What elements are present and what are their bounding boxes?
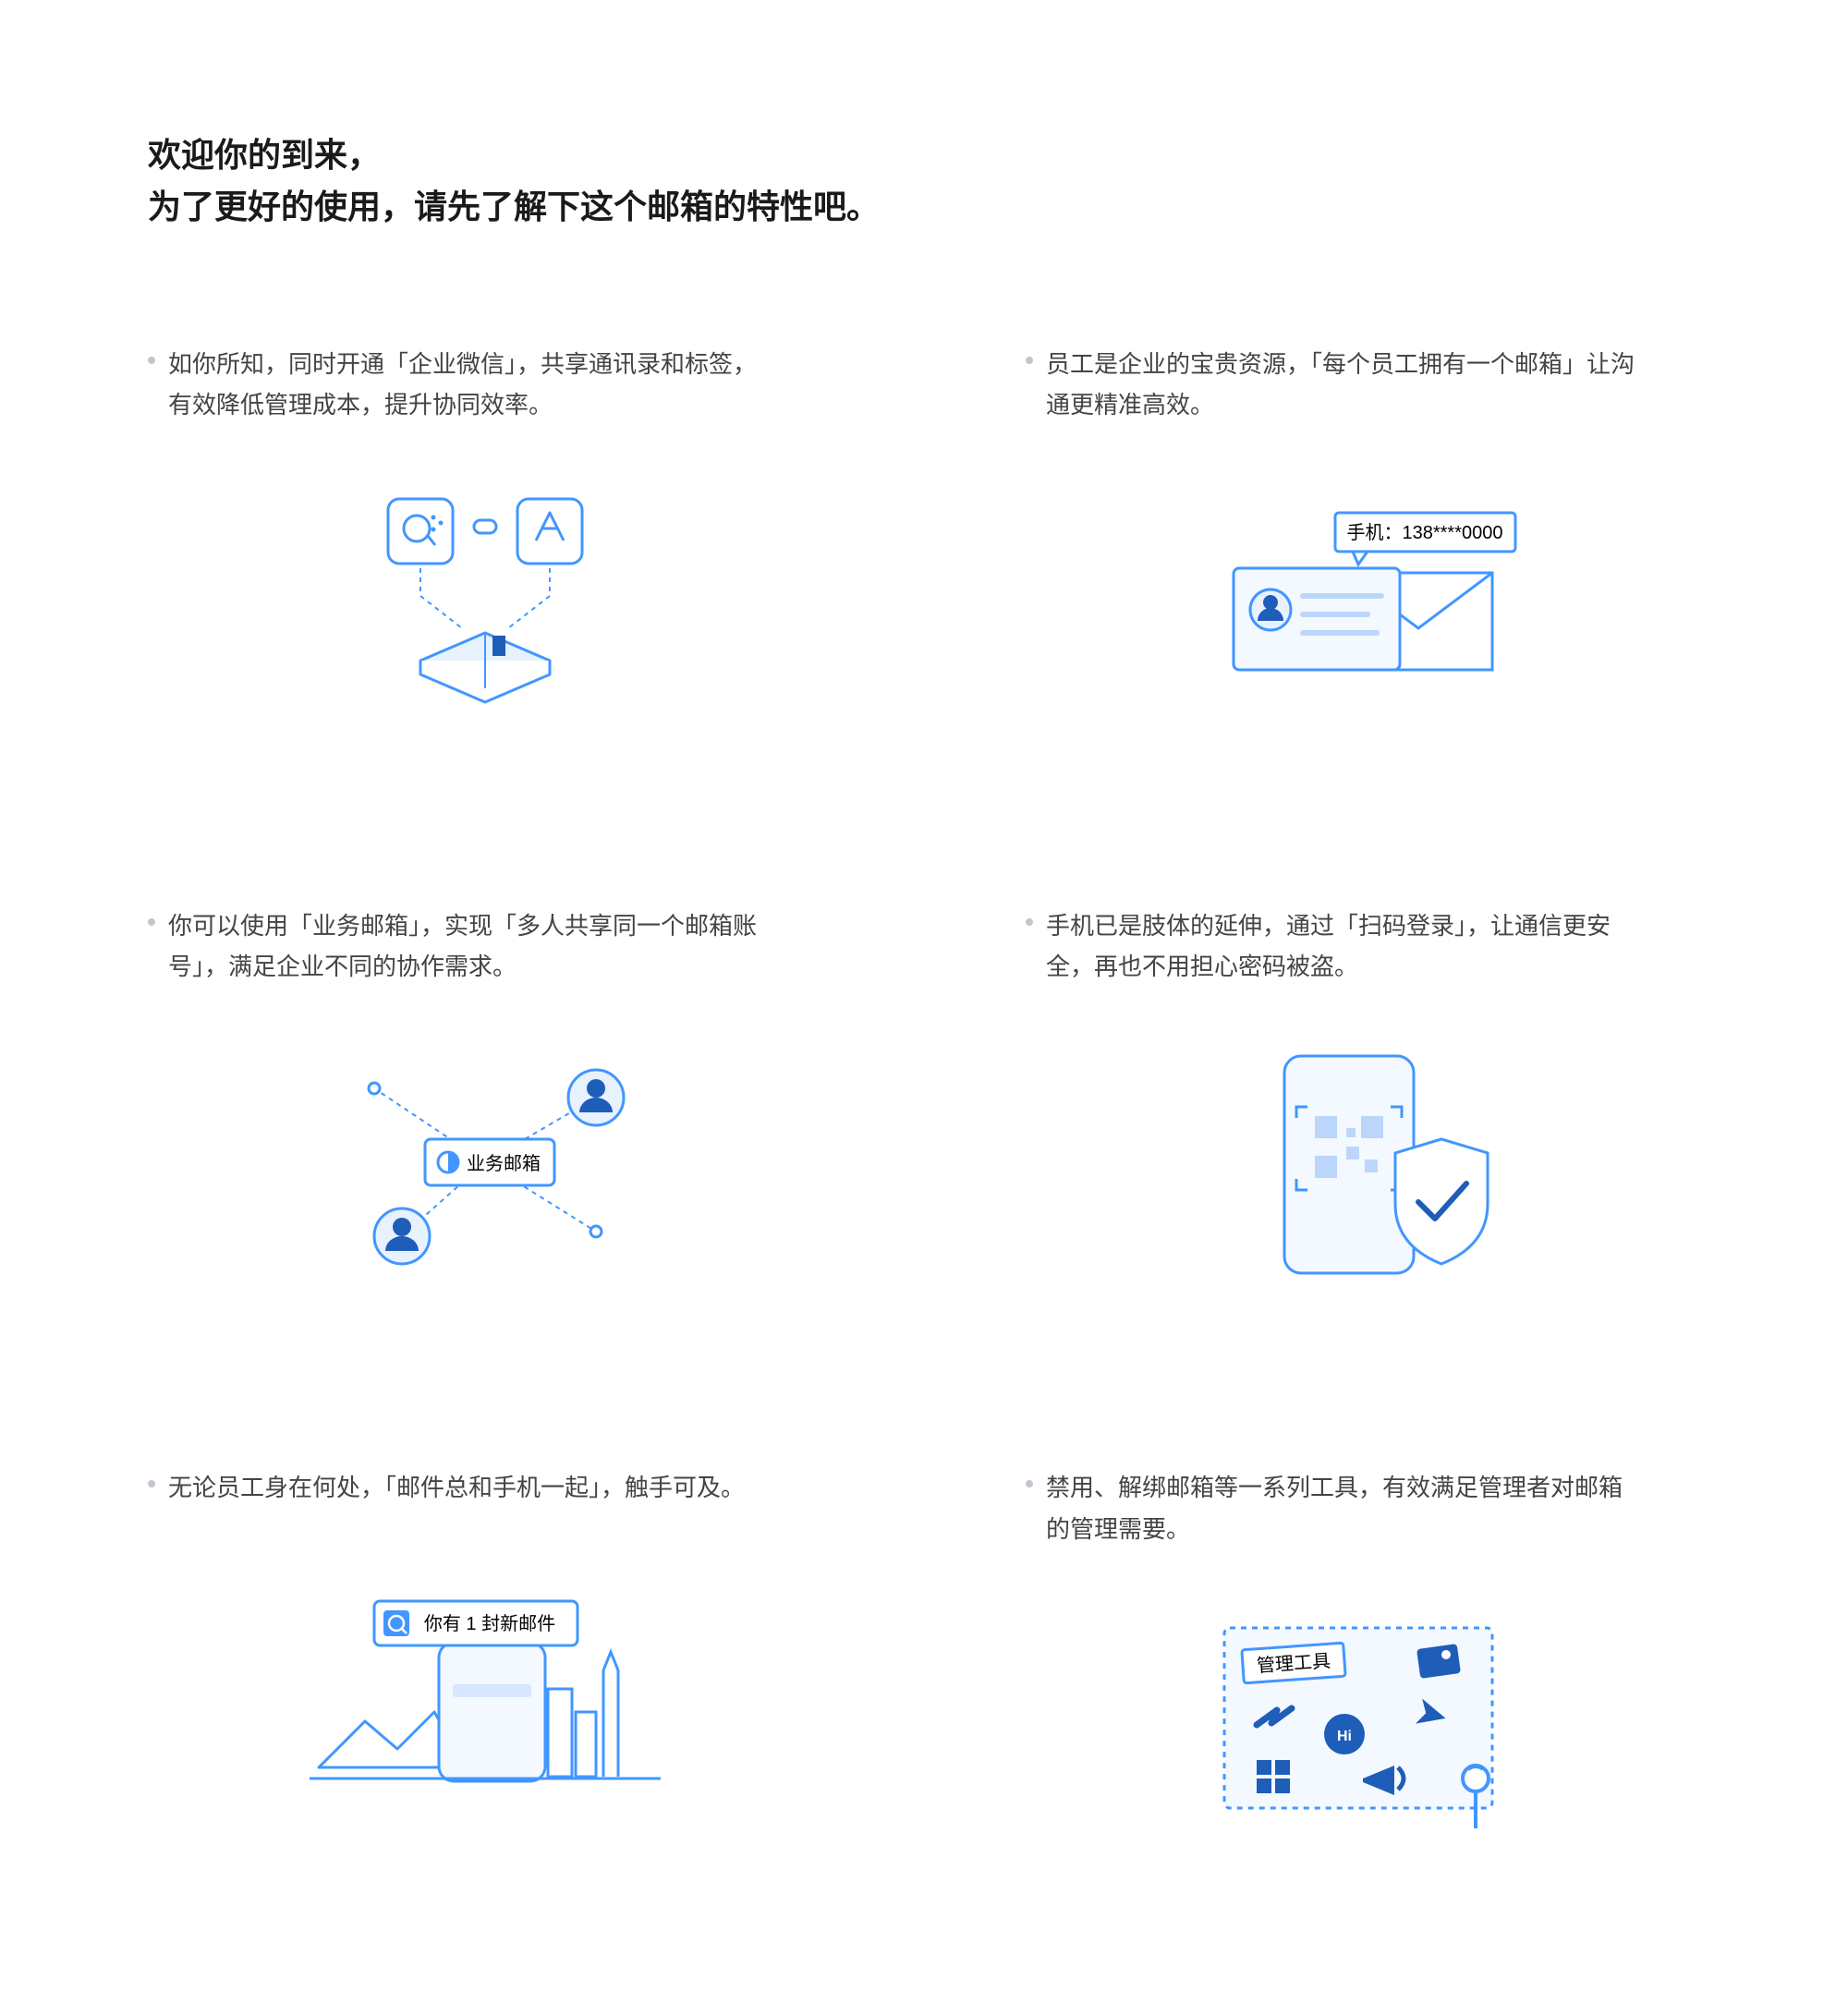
bullet-icon — [1026, 918, 1033, 926]
illus-qr-shield — [1026, 1042, 1700, 1282]
features-grid: 如你所知，同时开通「企业微信」，共享通讯录和标签，有效降低管理成本，提升协同效率… — [148, 344, 1700, 1845]
feature-desc: 员工是企业的宝贵资源，「每个员工拥有一个邮箱」让沟通更精准高效。 — [1026, 344, 1700, 425]
feature-scan-login: 手机已是肢体的延伸，通过「扫码登录」，让通信更安全，再也不用担心密码被盗。 — [1026, 905, 1700, 1282]
feature-desc: 手机已是肢体的延伸，通过「扫码登录」，让通信更安全，再也不用担心密码被盗。 — [1026, 905, 1700, 987]
feature-wecom-sync: 如你所知，同时开通「企业微信」，共享通讯录和标签，有效降低管理成本，提升协同效率… — [148, 344, 822, 721]
illus-city-notification: 你有 1 封新邮件 — [148, 1564, 822, 1804]
notification-label: 你有 1 封新邮件 — [424, 1613, 555, 1634]
illus-profile-envelope: 手机：138****0000 — [1026, 480, 1700, 721]
feature-admin-tools: 禁用、解绑邮箱等一系列工具，有效满足管理者对邮箱的管理需要。 管理工具 Hi — [1026, 1467, 1700, 1844]
feature-desc: 无论员工身在何处，「邮件总和手机一起」，触手可及。 — [148, 1467, 822, 1508]
svg-text:Hi: Hi — [1337, 1729, 1352, 1744]
feature-one-mailbox: 员工是企业的宝贵资源，「每个员工拥有一个邮箱」让沟通更精准高效。 手机：138*… — [1026, 344, 1700, 721]
feature-desc: 如你所知，同时开通「企业微信」，共享通讯录和标签，有效降低管理成本，提升协同效率… — [148, 344, 822, 425]
bullet-icon — [148, 918, 155, 926]
heading-line2: 为了更好的使用，请先了解下这个邮箱的特性吧。 — [148, 181, 1700, 233]
bullet-icon — [148, 1480, 155, 1487]
feature-text: 如你所知，同时开通「企业微信」，共享通讯录和标签，有效降低管理成本，提升协同效率… — [168, 344, 760, 425]
page-heading: 欢迎你的到来， 为了更好的使用，请先了解下这个邮箱的特性吧。 — [148, 129, 1700, 233]
feature-text: 无论员工身在何处，「邮件总和手机一起」，触手可及。 — [168, 1467, 745, 1508]
phone-label: 手机：138****0000 — [1347, 522, 1503, 543]
feature-text: 员工是企业的宝贵资源，「每个员工拥有一个邮箱」让沟通更精准高效。 — [1046, 344, 1637, 425]
feature-text: 你可以使用「业务邮箱」，实现「多人共享同一个邮箱账号」，满足企业不同的协作需求。 — [168, 905, 760, 987]
bullet-icon — [1026, 357, 1033, 364]
illus-admin-tools: 管理工具 Hi — [1026, 1605, 1700, 1845]
bullet-icon — [148, 357, 155, 364]
heading-line1: 欢迎你的到来， — [148, 129, 1700, 181]
feature-mobile-mail: 无论员工身在何处，「邮件总和手机一起」，触手可及。 你有 1 封新邮件 — [148, 1467, 822, 1844]
feature-text: 禁用、解绑邮箱等一系列工具，有效满足管理者对邮箱的管理需要。 — [1046, 1467, 1637, 1548]
feature-text: 手机已是肢体的延伸，通过「扫码登录」，让通信更安全，再也不用担心密码被盗。 — [1046, 905, 1637, 987]
illus-business-mailbox: 业务邮箱 — [148, 1042, 822, 1282]
feature-desc: 禁用、解绑邮箱等一系列工具，有效满足管理者对邮箱的管理需要。 — [1026, 1467, 1700, 1548]
feature-business-mailbox: 你可以使用「业务邮箱」，实现「多人共享同一个邮箱账号」，满足企业不同的协作需求。 — [148, 905, 822, 1282]
illus-wecom-sync — [148, 480, 822, 721]
feature-desc: 你可以使用「业务邮箱」，实现「多人共享同一个邮箱账号」，满足企业不同的协作需求。 — [148, 905, 822, 987]
business-mailbox-label: 业务邮箱 — [467, 1153, 541, 1174]
bullet-icon — [1026, 1480, 1033, 1487]
